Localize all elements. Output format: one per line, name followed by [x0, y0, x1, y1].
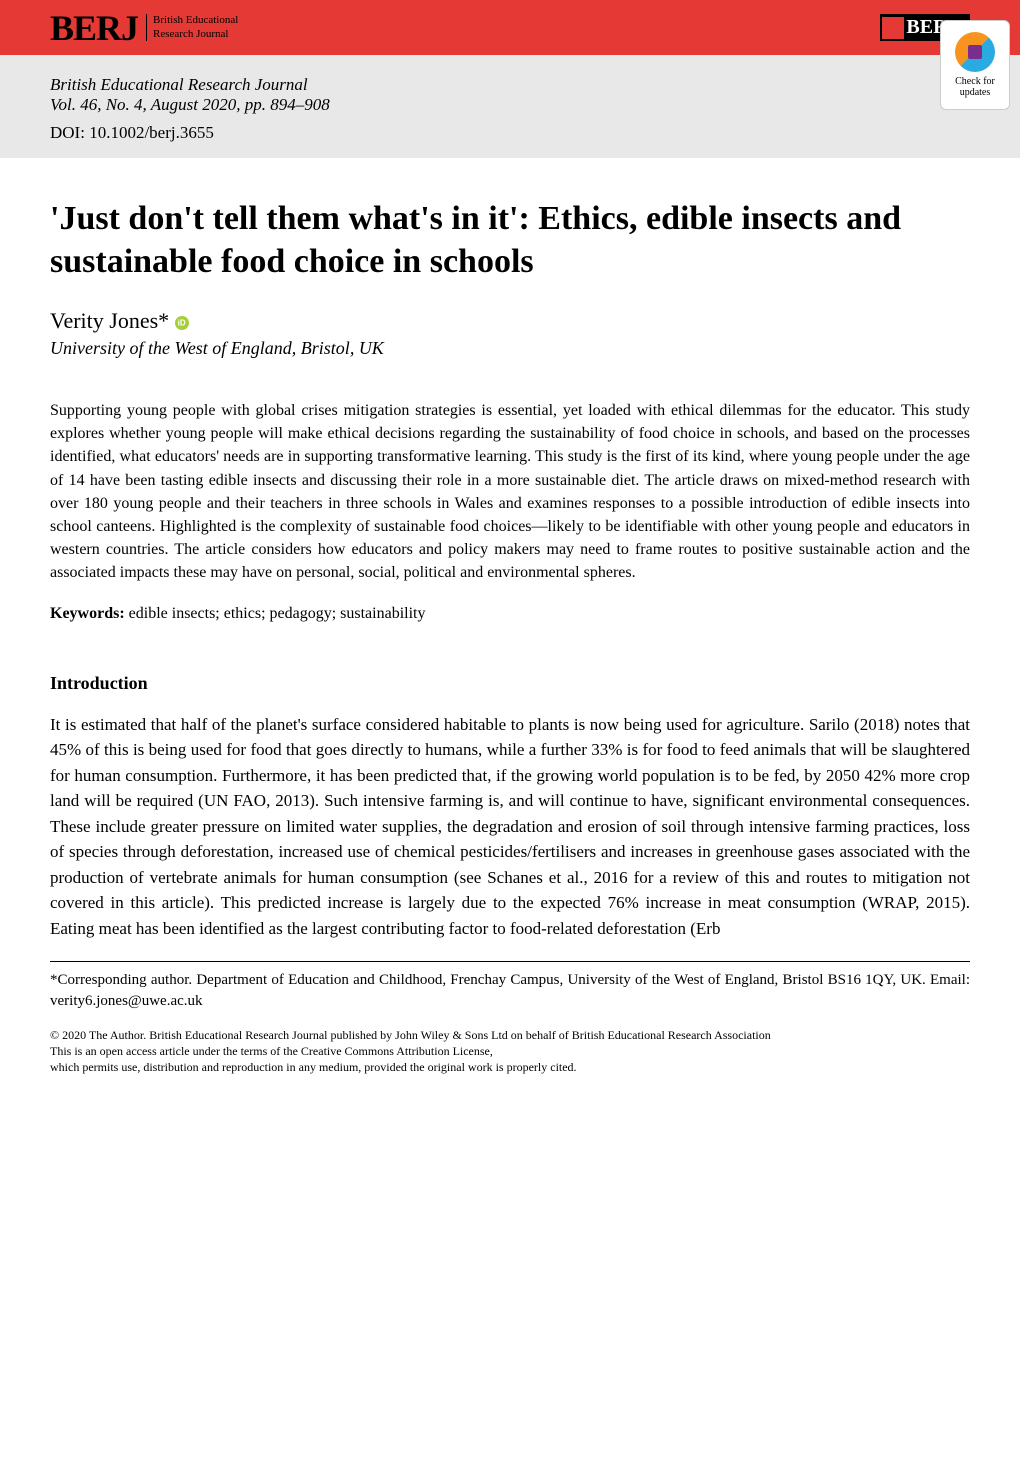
berj-sub-line2: Research Journal	[153, 28, 238, 41]
footer-area: *Corresponding author. Department of Edu…	[0, 961, 1020, 1096]
copyright-line1: © 2020 The Author. British Educational R…	[50, 1028, 771, 1042]
berj-logo: BERJ British Educational Research Journa…	[50, 7, 238, 49]
check-updates-line2: updates	[960, 87, 991, 98]
corresponding-author-footnote: *Corresponding author. Department of Edu…	[50, 970, 970, 1012]
doi: DOI: 10.1002/berj.3655	[50, 123, 970, 143]
introduction-heading: Introduction	[50, 673, 970, 694]
orcid-icon[interactable]	[175, 316, 189, 330]
article-content: 'Just don't tell them what's in it': Eth…	[0, 158, 1020, 961]
article-meta-section: Check for updates British Educational Re…	[0, 55, 1020, 158]
footnote-divider	[50, 961, 970, 962]
keywords-text: edible insects; ethics; pedagogy; sustai…	[125, 605, 426, 622]
berj-sub-line1: British Educational	[153, 14, 238, 27]
berj-logo-subtitle: British Educational Research Journal	[146, 14, 238, 40]
volume-info: Vol. 46, No. 4, August 2020, pp. 894–908	[50, 95, 970, 115]
copyright-line2: This is an open access article under the…	[50, 1044, 493, 1058]
journal-name: British Educational Research Journal	[50, 75, 970, 95]
keywords-label: Keywords:	[50, 605, 125, 622]
author-affiliation: University of the West of England, Brist…	[50, 338, 970, 359]
check-updates-line1: Check for	[955, 76, 995, 87]
abstract-text: Supporting young people with global cris…	[50, 399, 970, 585]
introduction-body: It is estimated that half of the planet'…	[50, 712, 970, 942]
keywords: Keywords: edible insects; ethics; pedago…	[50, 605, 970, 623]
author-name: Verity Jones*	[50, 308, 169, 333]
bera-icon	[882, 17, 904, 39]
copyright-text: © 2020 The Author. British Educational R…	[50, 1027, 970, 1076]
copyright-line3: which permits use, distribution and repr…	[50, 1060, 577, 1074]
article-title: 'Just don't tell them what's in it': Eth…	[50, 198, 970, 283]
crossmark-icon	[955, 32, 995, 72]
journal-header-bar: BERJ British Educational Research Journa…	[0, 0, 1020, 55]
berj-logo-text: BERJ	[50, 7, 138, 49]
check-for-updates-badge[interactable]: Check for updates	[940, 20, 1010, 110]
author-line: Verity Jones*	[50, 308, 970, 334]
